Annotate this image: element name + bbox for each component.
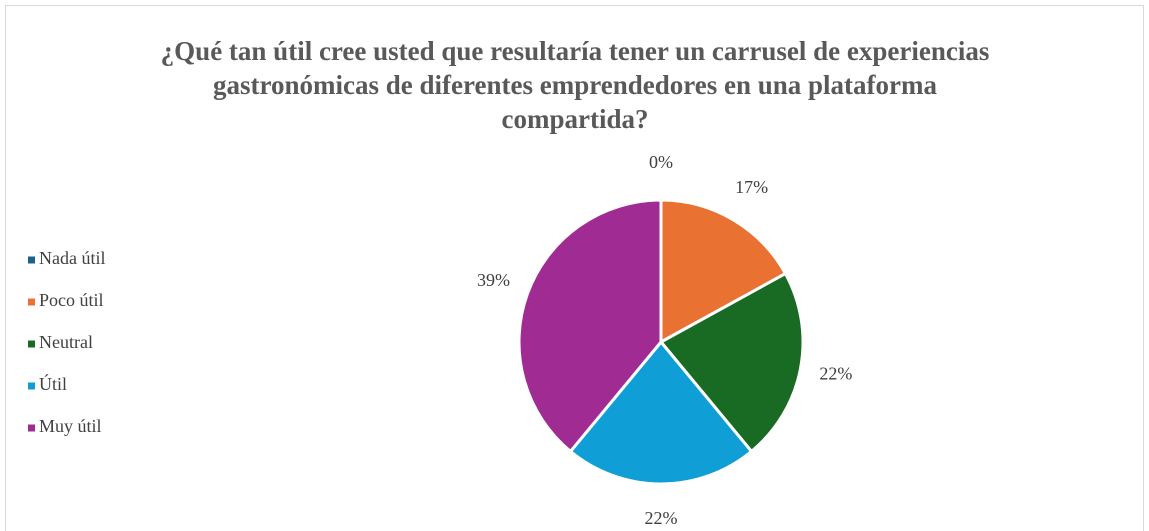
pie-slice (658, 271, 805, 454)
pie-slice (659, 198, 788, 345)
data-label: 39% (477, 270, 510, 290)
pie-slice (517, 198, 663, 454)
legend-marker (28, 424, 35, 432)
legend-marker (28, 298, 35, 306)
data-label: 22% (645, 508, 678, 528)
pie-slice (568, 339, 754, 486)
legend-marker (28, 256, 35, 264)
chart-title: ¿Qué tan útil cree usted que resultaría … (160, 36, 990, 134)
legend-marker (28, 382, 35, 390)
legend-label: Muy útil (39, 416, 102, 436)
legend-marker (28, 340, 35, 348)
legend-label: Útil (39, 373, 67, 394)
chart-border (5, 5, 1144, 531)
data-label: 17% (735, 177, 768, 197)
data-label: 0% (649, 152, 673, 172)
data-label: 22% (819, 363, 852, 383)
legend-label: Neutral (39, 332, 93, 352)
legend-label: Nada útil (39, 248, 105, 268)
legend-label: Poco útil (39, 290, 104, 310)
